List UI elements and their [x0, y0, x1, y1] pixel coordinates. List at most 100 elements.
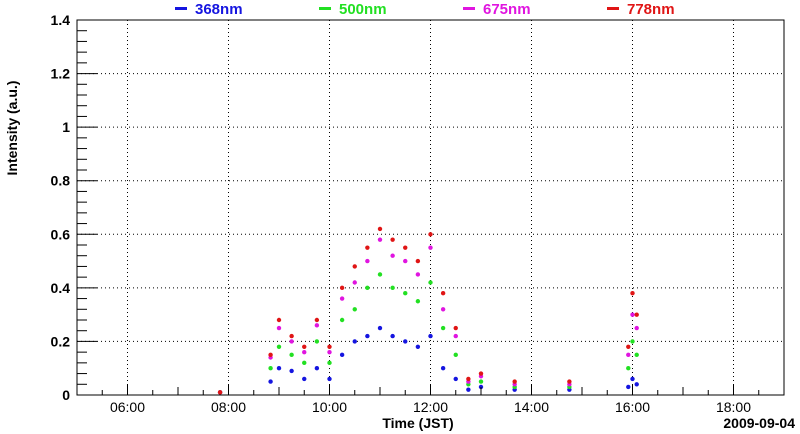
data-point-675nm [630, 312, 635, 317]
x-tick-label: 14:00 [514, 399, 549, 415]
data-point-368nm [453, 376, 458, 382]
data-point-368nm [268, 379, 273, 384]
data-point-500nm [428, 280, 433, 285]
legend-item-675nm: 675nm [463, 0, 531, 20]
legend-item-500nm: 500nm [319, 0, 387, 20]
legend-swatch-368nm [175, 6, 187, 10]
x-tick-label: 10:00 [312, 399, 347, 415]
data-point-675nm [403, 258, 408, 264]
x-tick-label: 16:00 [615, 399, 650, 415]
y-tick-label: 0.6 [51, 226, 71, 242]
legend-label-778nm: 778nm [627, 1, 675, 18]
y-tick-label: 0 [62, 387, 70, 403]
data-point-675nm [428, 245, 433, 250]
legend-label-500nm: 500nm [339, 1, 387, 18]
data-point-368nm [403, 339, 408, 344]
data-point-368nm [339, 352, 345, 358]
data-point-368nm [314, 366, 320, 371]
data-point-675nm [289, 339, 294, 344]
x-tick-label: 18:00 [716, 399, 751, 415]
y-tick-label: 1 [62, 119, 70, 135]
data-point-778nm [377, 226, 383, 232]
data-point-778nm [276, 317, 282, 323]
data-point-500nm [289, 352, 294, 358]
data-point-368nm [365, 333, 370, 339]
data-point-778nm [567, 379, 572, 384]
data-point-778nm [630, 291, 635, 296]
grid [77, 20, 784, 395]
data-point-500nm [302, 360, 307, 366]
data-point-675nm [440, 307, 446, 312]
series-368nm [217, 325, 639, 395]
data-point-675nm [634, 325, 639, 331]
y-tick-labels: 0 0.2 0.4 0.6 0.8 1 1.2 1.4 [51, 12, 71, 403]
data-point-778nm [327, 344, 332, 349]
data-point-675nm [415, 272, 421, 277]
legend-label-675nm: 675nm [483, 1, 531, 18]
data-point-675nm [390, 253, 395, 258]
data-point-778nm [339, 285, 345, 291]
data-point-500nm [352, 307, 357, 312]
data-point-778nm [289, 333, 294, 339]
legend-swatch-500nm [319, 6, 331, 10]
data-point-778nm [217, 390, 223, 395]
data-point-368nm [466, 387, 471, 392]
x-tick-label: 12:00 [413, 399, 448, 415]
y-tick-label: 0.8 [51, 173, 71, 189]
data-point-500nm [390, 285, 395, 291]
y-tick-label: 1.4 [51, 12, 71, 28]
data-point-500nm [327, 360, 332, 366]
data-point-368nm [390, 333, 395, 339]
axis-ticks [77, 19, 760, 396]
data-point-778nm [302, 344, 307, 349]
data-point-500nm [634, 352, 639, 358]
data-points [217, 226, 639, 395]
data-point-675nm [276, 325, 282, 331]
data-point-368nm [630, 376, 635, 382]
data-point-500nm [440, 325, 446, 331]
data-point-368nm [428, 333, 433, 339]
legend-label-368nm: 368nm [195, 1, 243, 18]
data-point-368nm [478, 384, 484, 390]
data-point-368nm [302, 376, 307, 382]
data-point-368nm [626, 384, 631, 390]
data-point-778nm [365, 245, 370, 250]
data-point-675nm [626, 352, 631, 358]
data-point-778nm [403, 245, 408, 250]
data-point-675nm [453, 333, 458, 339]
data-point-500nm [478, 379, 484, 384]
data-point-778nm [428, 232, 433, 237]
data-point-500nm [365, 285, 370, 291]
data-point-778nm [466, 376, 471, 382]
data-point-368nm [289, 368, 294, 374]
data-point-368nm [377, 325, 383, 331]
x-tick-label: 08:00 [211, 399, 246, 415]
series-500nm [217, 272, 639, 395]
data-point-500nm [630, 339, 635, 344]
data-point-675nm [365, 258, 370, 264]
data-point-368nm [352, 339, 357, 344]
data-point-368nm [276, 366, 282, 371]
data-point-778nm [352, 264, 357, 269]
data-point-778nm [478, 371, 484, 376]
data-point-778nm [440, 291, 446, 296]
data-point-368nm [327, 376, 332, 382]
data-point-500nm [314, 339, 320, 344]
data-point-500nm [276, 344, 282, 349]
data-point-500nm [626, 366, 631, 371]
data-point-500nm [377, 272, 383, 277]
data-point-675nm [302, 349, 307, 355]
series-675nm [217, 237, 639, 395]
data-point-778nm [634, 312, 639, 317]
data-point-778nm [390, 237, 395, 242]
x-axis-label: Time (JST) [382, 415, 453, 431]
y-axis-label: Intensity (a.u.) [4, 81, 20, 176]
date-label: 2009-09-04 [723, 415, 795, 431]
y-tick-label: 1.2 [51, 66, 71, 82]
data-point-675nm [314, 323, 320, 328]
x-tick-label: 06:00 [110, 399, 145, 415]
data-point-675nm [377, 237, 383, 242]
data-point-500nm [339, 317, 345, 323]
legend-item-778nm: 778nm [607, 0, 675, 20]
